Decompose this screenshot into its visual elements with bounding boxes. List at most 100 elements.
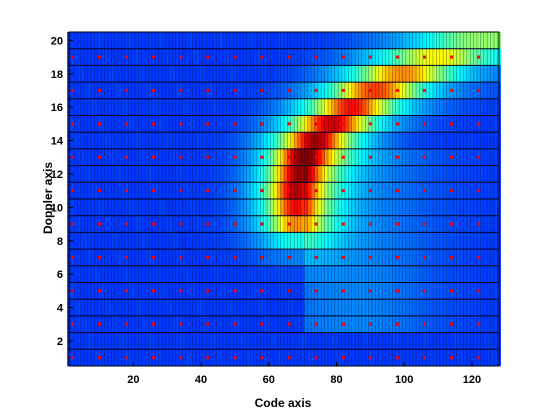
heatmap-cell: [466, 32, 471, 49]
heatmap-cell: [317, 332, 322, 350]
heatmap-cell: [74, 32, 78, 49]
heatmap-cell: [405, 182, 410, 200]
heatmap-cell: [87, 32, 92, 49]
heatmap-cell: [432, 265, 437, 283]
heatmap-cell: [331, 265, 336, 283]
heatmap-cell: [297, 332, 302, 350]
heatmap-cell: [480, 32, 485, 49]
heatmap-cell: [131, 332, 136, 350]
heatmap-cell: [334, 32, 339, 49]
heatmap-cell: [185, 32, 190, 49]
heatmap-cell: [141, 315, 146, 333]
heatmap-cell: [297, 65, 302, 83]
heatmap-cell: [77, 148, 82, 166]
heatmap-cell: [456, 98, 461, 116]
heatmap-cell: [470, 232, 474, 250]
heatmap-cell: [219, 182, 224, 200]
heatmap-cell: [101, 182, 105, 200]
heatmap-cell: [91, 349, 95, 367]
heatmap-cell: [426, 199, 430, 216]
heatmap-cell: [483, 199, 488, 216]
heatmap-cell: [226, 332, 231, 350]
heatmap-cell: [121, 48, 126, 66]
heatmap-cell: [229, 215, 234, 233]
heatmap-cell: [449, 299, 454, 317]
sample-marker: [314, 222, 318, 226]
heatmap-cell: [267, 299, 271, 317]
sample-marker: [152, 356, 156, 360]
sample-marker: [450, 88, 454, 92]
sample-marker: [450, 155, 454, 159]
heatmap-cell: [253, 32, 258, 49]
heatmap-cell: [490, 299, 495, 317]
heatmap-cell: [473, 332, 478, 350]
heatmap-cell: [311, 65, 315, 83]
heatmap-cell: [114, 165, 119, 183]
heatmap-cell: [361, 132, 366, 150]
heatmap-cell: [304, 265, 308, 283]
heatmap-cell: [476, 199, 481, 216]
heatmap-cell: [270, 115, 275, 133]
heatmap-cell: [358, 215, 363, 233]
sample-marker: [97, 356, 101, 360]
heatmap-cell: [239, 98, 244, 116]
heatmap-cell: [114, 65, 119, 83]
sample-marker: [125, 356, 129, 360]
heatmap-cell: [358, 32, 363, 49]
heatmap-cell: [460, 215, 464, 233]
heatmap-cell: [148, 282, 153, 300]
heatmap-cell: [493, 132, 498, 150]
heatmap-cell: [118, 215, 122, 233]
heatmap-cell: [233, 199, 237, 216]
heatmap-cell: [476, 98, 481, 116]
sample-marker: [477, 155, 481, 159]
heatmap-cell: [328, 215, 332, 233]
heatmap-cell: [80, 148, 85, 166]
heatmap-cell: [253, 215, 258, 233]
heatmap-cell: [267, 249, 271, 267]
heatmap-cell: [182, 299, 187, 317]
heatmap-cell: [219, 98, 224, 116]
heatmap-cell: [253, 232, 258, 250]
heatmap-cell: [87, 165, 92, 183]
heatmap-cell: [348, 249, 352, 267]
heatmap-cell: [189, 249, 193, 267]
sample-marker: [179, 122, 183, 126]
heatmap-cell: [195, 148, 200, 166]
heatmap-cell: [168, 199, 173, 216]
heatmap-cell: [405, 265, 410, 283]
heatmap-cell: [273, 265, 278, 283]
heatmap-cell: [412, 98, 417, 116]
heatmap-cell: [209, 82, 214, 100]
heatmap-cell: [432, 165, 437, 183]
heatmap-cell: [344, 115, 349, 133]
heatmap-cell: [107, 332, 112, 350]
heatmap-cell: [128, 65, 132, 83]
heatmap-cell: [385, 32, 390, 49]
heatmap-cell: [493, 182, 498, 200]
heatmap-cell: [466, 332, 471, 350]
heatmap-cell: [368, 32, 373, 49]
heatmap-cell: [165, 82, 170, 100]
heatmap-cell: [229, 182, 234, 200]
heatmap-cell: [151, 65, 156, 83]
heatmap-cell: [280, 315, 285, 333]
heatmap-cell: [97, 199, 102, 216]
heatmap-cell: [449, 265, 454, 283]
heatmap-cell: [453, 349, 457, 367]
heatmap-cell: [372, 148, 376, 166]
heatmap-cell: [382, 299, 386, 317]
heatmap-cell: [118, 265, 122, 283]
heatmap-cell: [480, 215, 485, 233]
heatmap-cell: [443, 65, 447, 83]
heatmap-cell: [91, 132, 95, 150]
heatmap-cell: [74, 282, 78, 300]
heatmap-cell: [151, 199, 156, 216]
heatmap-cell: [206, 299, 210, 317]
heatmap-cell: [253, 132, 258, 150]
heatmap-cell: [419, 349, 424, 367]
heatmap-cell: [368, 98, 373, 116]
heatmap-cell: [189, 315, 193, 333]
heatmap-cell: [365, 215, 369, 233]
heatmap-cell: [375, 215, 380, 233]
